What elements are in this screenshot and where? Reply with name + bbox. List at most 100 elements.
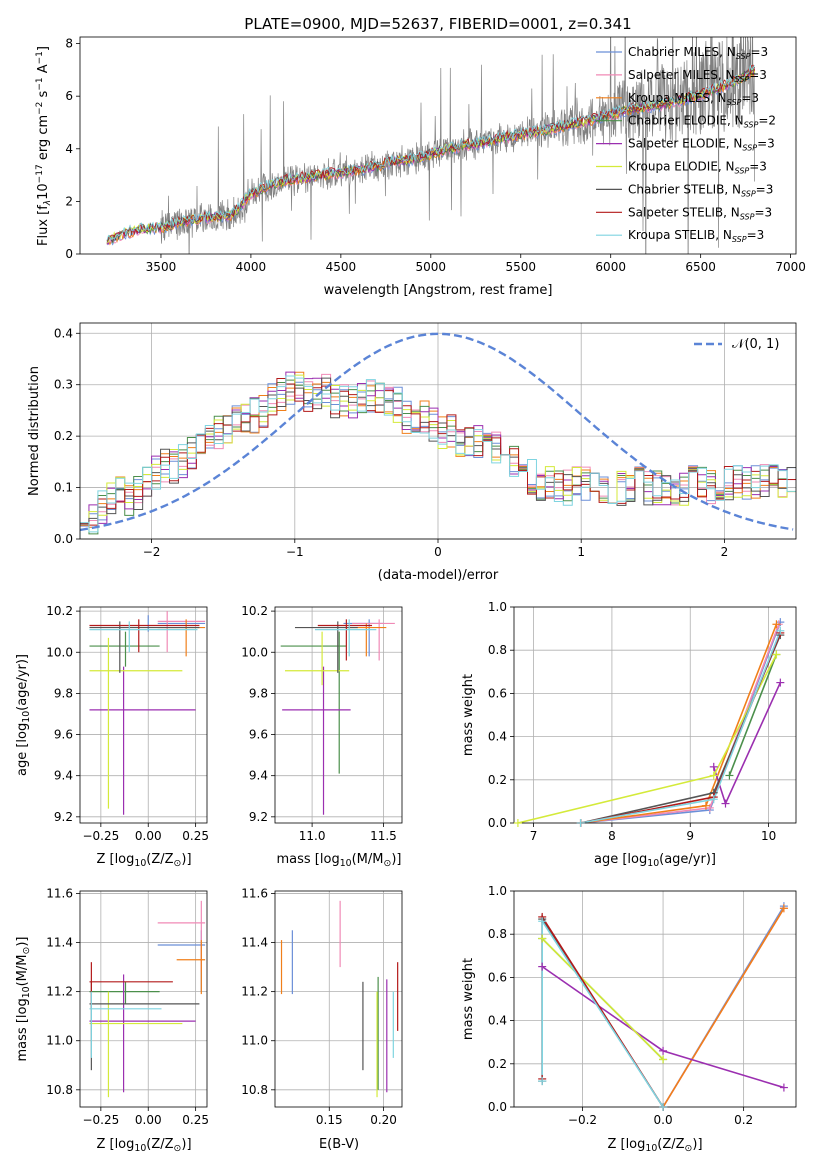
y-axis-label: Flux [fλ10−17 erg cm−2 s−1 A−1] bbox=[35, 46, 53, 246]
plot-area bbox=[80, 332, 796, 539]
x-tick-label: 0.15 bbox=[316, 1113, 343, 1127]
axes-frame bbox=[513, 606, 797, 824]
age-vs-z-chart: −0.25 0.00 0.25 9.2 9.4 9.6 9.8 10.0 10.2 Z [log1… bbox=[15, 604, 209, 869]
plot-area bbox=[280, 619, 395, 815]
legend-entry: 𝒩(0, 1) bbox=[732, 337, 779, 352]
age-vs-mass-chart: 11.0 11.5 9.2 9.4 9.6 9.8 10.0 10.2 mass [log10(… bbox=[241, 604, 403, 869]
x-tick-label: 0 bbox=[434, 545, 442, 559]
y-tick-label: 9.2 bbox=[249, 810, 268, 824]
y-tick-label: 0.4 bbox=[488, 730, 507, 744]
axes-frame bbox=[79, 322, 797, 540]
weight-vs-z-chart: −0.2 0.0 0.2 0.0 0.2 0.4 0.6 0.8 1.0 Z [log10(Z/Z… bbox=[461, 884, 797, 1154]
axes: −2 −1 0 1 2 0.0 0.1 0.2 0.3 0.4 bbox=[54, 322, 797, 559]
x-tick-label: 10 bbox=[761, 829, 776, 843]
y-tick-label: 0.0 bbox=[488, 1100, 507, 1114]
plot-area bbox=[89, 900, 206, 1098]
y-tick-label: 10.2 bbox=[241, 604, 268, 618]
axes-frame bbox=[513, 890, 797, 1108]
mass-vs-z-point bbox=[89, 974, 196, 1093]
x-tick-label: 11.0 bbox=[299, 829, 326, 843]
x-tick-label: 6000 bbox=[595, 260, 626, 274]
y-tick-label: 2 bbox=[65, 194, 73, 208]
weight-vs-age-marker bbox=[776, 626, 785, 635]
x-tick-label: 0.00 bbox=[135, 1113, 162, 1127]
y-tick-label: 11.2 bbox=[241, 985, 268, 999]
weight-vs-age-marker bbox=[709, 762, 718, 771]
y-tick-label: 11.4 bbox=[241, 936, 268, 950]
axes: 0.15 0.20 10.8 11.0 11.2 11.4 11.6 bbox=[241, 886, 403, 1127]
y-tick-label: 11.4 bbox=[46, 936, 73, 950]
weight-vs-z-series-line bbox=[541, 918, 664, 1107]
x-tick-label: 0.25 bbox=[182, 829, 209, 843]
y-tick-label: 8 bbox=[65, 37, 73, 51]
weight-vs-z-marker bbox=[779, 904, 788, 913]
x-tick-label: 6500 bbox=[685, 260, 716, 274]
x-tick-label: 2 bbox=[721, 545, 729, 559]
mass-vs-z-point bbox=[89, 981, 200, 1071]
spectrum-legend: Chabrier MILES, NSSP=3 Salpeter MILES, NS… bbox=[596, 45, 776, 244]
x-axis-label: Z [log10(Z/Z⊙)] bbox=[96, 852, 191, 869]
weight-vs-age-marker bbox=[725, 771, 734, 780]
axes: 7 8 9 10 0.0 0.2 0.4 0.6 0.8 1.0 bbox=[488, 600, 797, 843]
weight-vs-age-marker bbox=[709, 771, 718, 780]
y-tick-label: 10.0 bbox=[46, 645, 73, 659]
legend-entry: Salpeter STELIB, NSSP=3 bbox=[628, 205, 772, 221]
histogram-stelib_kroupa bbox=[80, 375, 796, 539]
model-spectrum-stelib_salpeter bbox=[106, 64, 755, 242]
mass-vs-ebv-chart: 0.15 0.20 10.8 11.0 11.2 11.4 11.6 E(B-V) bbox=[241, 886, 403, 1152]
y-tick-label: 10.0 bbox=[241, 645, 268, 659]
x-tick-label: −0.25 bbox=[82, 829, 119, 843]
y-tick-label: 0.4 bbox=[54, 326, 73, 340]
age-vs-mass-point bbox=[280, 631, 347, 774]
spectrum-chart: 3500 4000 4500 5000 5500 6000 6500 7000 0 2 4 6 8 PLA… bbox=[35, 15, 806, 298]
mass-vs-z-point bbox=[89, 991, 183, 1098]
age-vs-z-point bbox=[89, 666, 196, 815]
y-tick-label: 0.3 bbox=[54, 378, 73, 392]
weight-vs-z-marker bbox=[659, 1103, 668, 1111]
legend-entry: Kroupa ELODIE, NSSP=3 bbox=[628, 160, 767, 176]
age-vs-mass-point bbox=[314, 619, 377, 657]
y-axis-label: mass weight bbox=[461, 958, 476, 1040]
axes: 3500 4000 4500 5000 5500 6000 6500 7000 0 2 4 6 8 bbox=[65, 37, 806, 274]
legend-entry: Kroupa MILES, NSSP=3 bbox=[628, 91, 759, 107]
legend-entry: Chabrier STELIB, NSSP=3 bbox=[628, 182, 773, 198]
model-spectrum-stelib_chabrier bbox=[106, 66, 755, 243]
plot-area bbox=[517, 621, 782, 823]
weight-vs-z-marker bbox=[659, 1055, 668, 1064]
y-tick-label: 0.4 bbox=[488, 1014, 507, 1028]
x-tick-label: 0.20 bbox=[370, 1113, 397, 1127]
axes: 11.0 11.5 9.2 9.4 9.6 9.8 10.0 10.2 bbox=[241, 604, 403, 843]
age-vs-mass-point bbox=[284, 631, 350, 686]
chart-title: PLATE=0900, MJD=52637, FIBERID=0001, z=0… bbox=[244, 15, 631, 33]
weight-vs-z-marker bbox=[538, 917, 547, 926]
x-tick-label: 4000 bbox=[236, 260, 267, 274]
weight-vs-z-series-line bbox=[541, 937, 664, 1061]
age-vs-z-point bbox=[157, 611, 206, 653]
y-tick-label: 1.0 bbox=[488, 600, 507, 614]
y-tick-label: 0.2 bbox=[54, 429, 73, 443]
y-tick-label: 11.6 bbox=[241, 886, 268, 900]
y-tick-label: 9.8 bbox=[54, 686, 73, 700]
x-tick-label: −1 bbox=[286, 545, 304, 559]
weight-vs-age-marker bbox=[772, 650, 781, 659]
model-spectrum-stelib_kroupa bbox=[106, 64, 755, 241]
y-tick-label: 0.6 bbox=[488, 970, 507, 984]
legend-entry: Salpeter ELODIE, NSSP=3 bbox=[628, 137, 775, 153]
weight-vs-age-series-line bbox=[580, 630, 782, 823]
x-tick-label: 7 bbox=[530, 829, 538, 843]
x-tick-label: 5500 bbox=[505, 260, 536, 274]
y-tick-label: 0.8 bbox=[488, 927, 507, 941]
x-tick-label: 5000 bbox=[416, 260, 447, 274]
y-tick-label: 11.2 bbox=[46, 985, 73, 999]
y-axis-label: Normed distribution bbox=[27, 366, 42, 496]
weight-vs-z-marker bbox=[779, 1083, 788, 1092]
y-tick-label: 0.1 bbox=[54, 481, 73, 495]
axes-frame bbox=[79, 36, 797, 255]
mass-vs-z-point bbox=[89, 962, 173, 1009]
normal-curve bbox=[80, 332, 794, 532]
age-vs-mass-point bbox=[346, 623, 387, 657]
residuals-legend: 𝒩(0, 1) bbox=[694, 337, 779, 352]
y-tick-label: 10.2 bbox=[46, 604, 73, 618]
x-tick-label: 9 bbox=[686, 829, 694, 843]
age-vs-mass-point bbox=[352, 619, 395, 661]
